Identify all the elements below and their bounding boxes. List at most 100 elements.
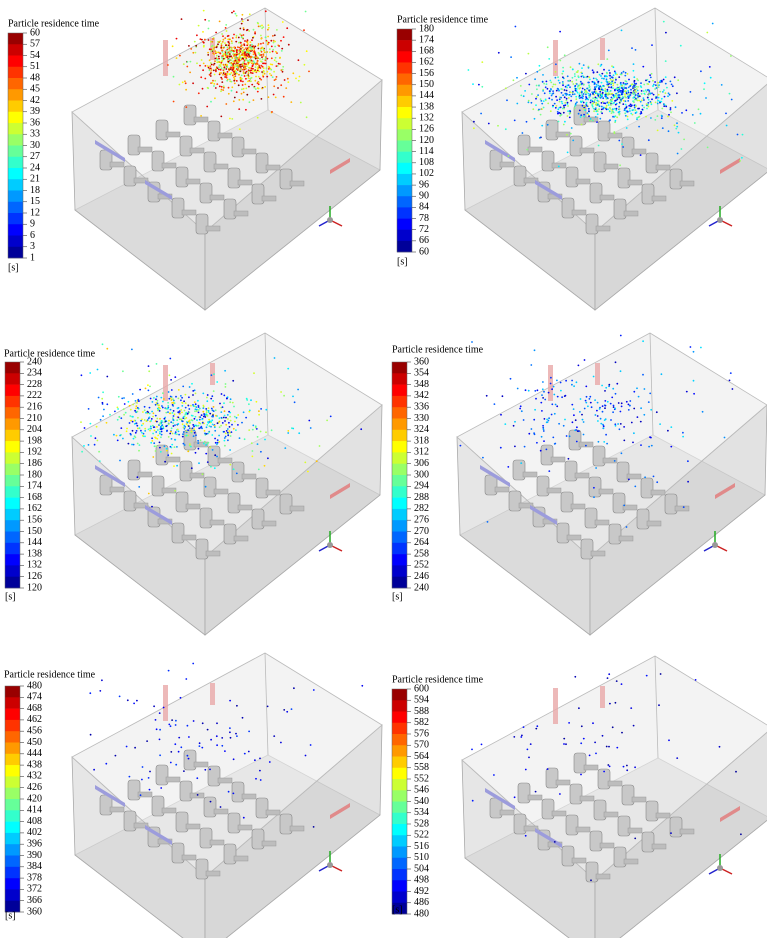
particle: [264, 62, 267, 65]
particle: [527, 52, 530, 55]
particle: [232, 53, 235, 55]
particle: [170, 446, 173, 449]
particle: [229, 401, 232, 404]
particle: [226, 414, 229, 416]
particle: [486, 521, 489, 523]
desk: [289, 825, 305, 832]
colorbar-tick-label: 138: [419, 101, 434, 112]
colorbar-tick-label: 126: [27, 571, 42, 582]
particle: [612, 387, 615, 390]
desk: [193, 441, 209, 448]
desk: [213, 488, 229, 495]
particle: [193, 417, 196, 420]
particle: [237, 61, 240, 64]
particle: [542, 88, 545, 91]
desk: [181, 209, 197, 216]
particle: [551, 85, 554, 88]
seat: [155, 119, 169, 141]
particle: [600, 108, 603, 111]
particle: [194, 451, 197, 454]
particle: [220, 90, 222, 93]
particle: [242, 72, 245, 75]
particle: [605, 104, 608, 107]
particle: [170, 438, 173, 440]
particle: [627, 403, 630, 406]
particle: [612, 66, 615, 69]
colorbar-tick-label: 138: [27, 548, 42, 559]
particle: [599, 95, 601, 98]
particle: [163, 398, 165, 400]
particle: [204, 416, 207, 418]
particle: [298, 75, 301, 78]
desk: [623, 210, 639, 217]
particle: [243, 63, 246, 65]
particle: [562, 70, 565, 73]
particle: [611, 76, 613, 78]
particle: [571, 68, 574, 71]
particle: [607, 84, 609, 87]
particle: [175, 395, 177, 398]
seat: [203, 151, 217, 173]
seat: [608, 523, 622, 545]
particle: [254, 79, 257, 82]
particle: [650, 72, 653, 75]
particle: [185, 411, 188, 414]
particle: [671, 100, 674, 102]
particle: [226, 55, 229, 57]
particle: [608, 106, 611, 109]
particle: [197, 92, 200, 95]
colorbar-band: [392, 835, 407, 847]
desk: [209, 194, 225, 201]
particle: [227, 92, 230, 95]
particle: [159, 430, 161, 433]
particle: [149, 385, 151, 388]
particle: [667, 115, 669, 118]
colorbar-tick-label: 504: [414, 863, 429, 874]
particle: [150, 418, 153, 420]
seat: [171, 842, 185, 864]
colorbar-title: Particle residence time: [4, 348, 96, 359]
particle: [256, 60, 259, 63]
particle: [251, 39, 253, 42]
particle: [572, 90, 574, 93]
particle: [524, 389, 527, 392]
particle: [105, 762, 108, 765]
desk: [650, 489, 666, 496]
particle: [655, 96, 658, 99]
particle: [596, 71, 599, 73]
particle: [147, 417, 150, 420]
particle: [183, 770, 185, 772]
particle: [204, 768, 207, 771]
particle: [228, 62, 231, 64]
particle: [229, 419, 232, 422]
particle: [709, 76, 712, 79]
colorbar-tick-label: 522: [414, 830, 429, 841]
colorbar-tick-label: 240: [27, 356, 42, 367]
colorbar-band: [392, 497, 407, 510]
particle: [186, 61, 189, 63]
particle: [593, 496, 595, 499]
particle: [205, 411, 208, 414]
particle: [312, 689, 315, 691]
particle: [229, 449, 232, 451]
particle: [633, 87, 636, 90]
particle: [312, 826, 315, 828]
particle: [619, 334, 622, 337]
colorbar-tick-label: 12: [30, 207, 40, 218]
particle: [142, 432, 145, 435]
particle: [184, 402, 187, 404]
particle: [741, 133, 744, 136]
particle: [80, 374, 83, 377]
colorbar-band: [392, 418, 407, 431]
colorbar-tick-label: 282: [414, 503, 429, 514]
particle: [187, 404, 190, 407]
particle: [650, 408, 653, 411]
particle: [609, 402, 612, 405]
particle: [168, 397, 171, 400]
particle: [177, 416, 180, 419]
particle: [154, 403, 157, 406]
particle: [625, 127, 628, 129]
particle: [171, 45, 174, 48]
particle: [245, 51, 248, 54]
particle: [251, 72, 254, 74]
